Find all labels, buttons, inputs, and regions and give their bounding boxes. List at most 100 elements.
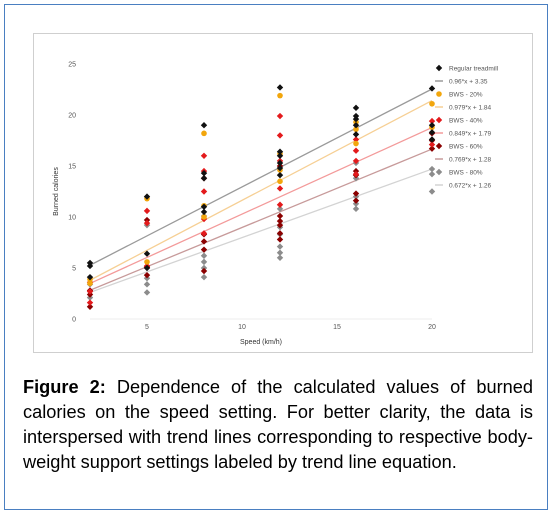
data-point-bws-60 [428,145,436,152]
chart-area: 0 5 10 15 20 25 5 10 15 20 Speed (km/h) Burned calo… [33,33,533,353]
data-point-bws-40 [200,152,208,159]
data-point-bws-20 [277,178,283,185]
data-point-regular-treadmill [276,152,284,159]
data-point-regular-treadmill [276,171,284,179]
data-point-regular-treadmill [428,136,436,143]
trendline-regular-treadmill [89,88,433,266]
data-point-bws-20 [87,280,93,287]
data-point-regular-treadmill [276,148,284,155]
data-point-bws-20 [277,92,283,99]
x-tick-label: 15 [333,324,341,331]
data-point-bws-40 [428,141,436,148]
y-tick-label: 5 [72,266,76,273]
legend-marker-bws-40 [435,116,443,124]
data-point-regular-treadmill [352,115,360,123]
data-point-bws-80 [200,273,208,281]
legend-trend-label-bws-20: 0.979*x + 1.84 [449,104,491,111]
data-point-regular-treadmill [200,203,208,210]
data-point-bws-80 [200,258,208,266]
data-point-bws-80 [352,205,360,213]
data-point-regular-treadmill [200,208,208,216]
data-point-bws-20 [353,126,359,133]
data-point-bws-40 [200,230,208,237]
data-point-bws-60 [276,212,284,220]
data-point-bws-60 [276,217,284,225]
data-point-regular-treadmill [200,122,208,129]
data-point-regular-treadmill [352,104,360,112]
data-point-bws-60 [143,271,151,279]
data-point-regular-treadmill [352,131,360,138]
trendline-bws-40 [89,126,433,285]
data-point-regular-treadmill [276,84,284,91]
data-point-bws-60 [200,267,208,275]
y-tick-label: 15 [68,164,76,171]
data-point-bws-60 [352,190,360,197]
data-point-regular-treadmill [352,122,360,129]
data-point-bws-40 [200,188,208,195]
data-point-bws-80 [276,243,284,250]
legend-marker-bws-20 [436,91,442,97]
trendline-bws-60 [89,148,433,291]
legend-trend-label-bws-60: 0.769*x + 1.28 [449,156,491,163]
data-point-bws-60 [276,221,284,229]
data-point-bws-40 [276,185,284,192]
legend-marker-bws-80 [435,168,443,176]
data-point-bws-80 [276,205,284,213]
caption-label: Figure 2: [23,377,106,397]
data-point-regular-treadmill [143,250,151,257]
legend-marker-bws-60 [435,142,443,150]
y-axis-label: Burned calories [53,167,60,216]
data-point-regular-treadmill [86,273,94,281]
legend-label-bws-40: BWS - 40% [449,117,483,124]
data-point-bws-40 [352,136,360,143]
x-axis-label: Speed (km/h) [240,339,282,346]
legend-trend-label-bws-40: 0.849*x + 1.79 [449,130,491,137]
figure: 0 5 10 15 20 25 5 10 15 20 Speed (km/h) Burned calo… [4,4,548,510]
data-point-bws-20 [429,100,435,107]
data-point-bws-60 [276,230,284,237]
x-tick-label: 5 [145,324,149,331]
data-point-bws-40 [143,207,151,215]
legend-label-bws-80: BWS - 80% [449,169,483,176]
data-point-regular-treadmill [276,159,284,167]
data-point-regular-treadmill [143,264,151,272]
data-point-bws-40 [276,112,284,120]
data-point-bws-60 [352,197,360,204]
y-tick-label: 0 [72,317,76,324]
data-point-bws-40 [352,157,360,165]
legend-label-bws-60: BWS - 60% [449,143,483,150]
data-point-bws-60 [200,246,208,253]
data-point-regular-treadmill [86,262,94,270]
legend-label-regular-treadmill: Regular treadmill [449,65,499,72]
trendline-bws-80 [89,168,433,294]
data-point-bws-40 [352,147,360,154]
legend-trend-label-regular-treadmill: 0.96*x + 3.35 [449,78,488,85]
y-tick-label: 25 [68,62,76,69]
data-point-bws-60 [86,303,94,310]
data-point-bws-20 [353,140,359,147]
data-point-bws-40 [428,117,436,125]
trendline-bws-20 [89,99,433,281]
data-point-bws-20 [144,259,150,265]
data-point-bws-80 [428,165,436,173]
data-point-bws-80 [428,170,436,178]
data-point-bws-20 [201,214,207,220]
data-point-bws-20 [201,130,207,137]
y-tick-label: 10 [68,215,76,222]
data-point-regular-treadmill [200,175,208,182]
data-point-bws-80 [428,188,436,195]
data-point-bws-80 [276,249,284,256]
data-point-regular-treadmill [428,85,436,92]
data-point-bws-80 [276,254,284,261]
legend-trend-label-bws-80: 0.672*x + 1.26 [449,182,491,189]
data-point-regular-treadmill [428,129,436,136]
data-point-bws-60 [200,238,208,245]
caption-text: Dependence of the calculated values of b… [23,377,533,472]
figure-caption: Figure 2: Dependence of the calculated v… [23,375,533,475]
data-point-bws-40 [276,201,284,208]
data-point-bws-60 [276,236,284,243]
legend-label-bws-20: BWS - 20% [449,91,483,98]
data-point-bws-80 [200,252,208,259]
data-point-bws-40 [352,170,360,178]
data-point-bws-80 [143,289,151,296]
